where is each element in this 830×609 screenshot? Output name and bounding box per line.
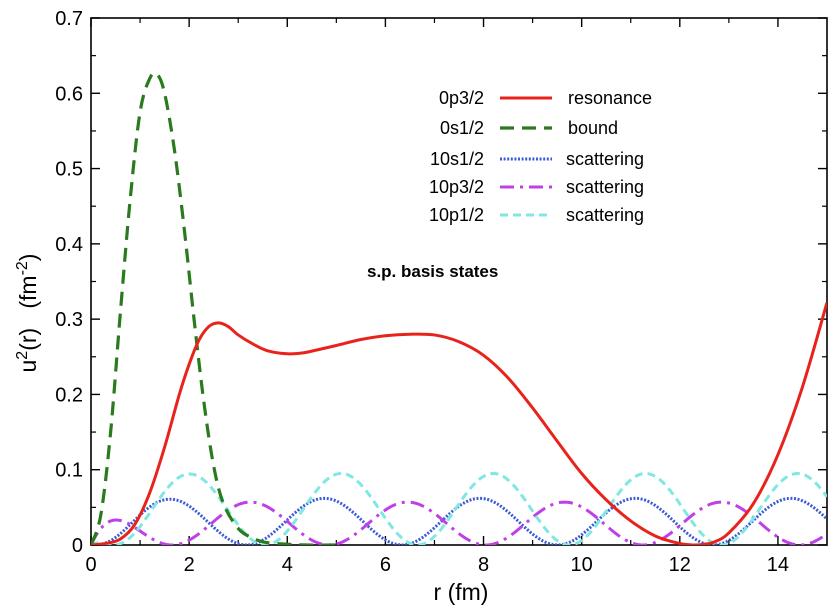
annotation-sp-basis-states: s.p. basis states xyxy=(367,262,498,281)
x-tick-label: 12 xyxy=(669,554,691,576)
legend-type-label: scattering xyxy=(566,205,644,225)
x-tick-label: 10 xyxy=(571,554,593,576)
y-tick-label: 0.4 xyxy=(55,234,83,256)
y-axis-label-u: u xyxy=(15,360,41,373)
y-tick-label: 0.7 xyxy=(55,8,83,30)
x-tick-label: 8 xyxy=(478,554,489,576)
series-line-10p3-2 xyxy=(91,500,827,545)
x-tick-label: 14 xyxy=(767,554,789,576)
legend-state-label: 10p3/2 xyxy=(429,177,484,197)
x-tick-label: 6 xyxy=(380,554,391,576)
legend-state-label: 10p1/2 xyxy=(429,205,484,225)
y-tick-label: 0.1 xyxy=(55,460,83,482)
x-tick-label: 2 xyxy=(184,554,195,576)
y-axis-label-mid: (r) (fm xyxy=(15,275,41,350)
legend-type-label: scattering xyxy=(566,177,644,197)
x-axis-label: r (fm) xyxy=(434,579,489,605)
legend-state-label: 0s1/2 xyxy=(440,118,484,138)
legend-type-label: scattering xyxy=(566,149,644,169)
legend-state-label: 10s1/2 xyxy=(430,149,484,169)
y-tick-label: 0.5 xyxy=(55,159,83,181)
y-axis-label-end: ) xyxy=(15,254,41,262)
legend-type-label: resonance xyxy=(568,88,652,108)
y-tick-label: 0.2 xyxy=(55,384,83,406)
y-axis-label: u2(r) (fm-2) xyxy=(14,254,41,373)
series-line-0s1-2 xyxy=(91,71,337,545)
series-line-0p3-2 xyxy=(91,302,827,545)
legend-state-label: 0p3/2 xyxy=(439,88,484,108)
y-axis-label-sup1: 2 xyxy=(14,351,31,360)
y-axis-label-sup2: -2 xyxy=(14,261,31,275)
y-tick-label: 0.6 xyxy=(55,83,83,105)
y-tick-label: 0 xyxy=(72,535,83,557)
tick-labels: 0 2 4 6 8 10 12 14 0 0.1 0.2 0.3 0.4 0.5 0.6 0.7 xyxy=(55,8,789,576)
legend: 0p3/2 resonance 0s1/2 bound 10s1/2 scattering… xyxy=(429,88,652,225)
y-tick-label: 0.3 xyxy=(55,309,83,331)
series-lines xyxy=(91,71,827,545)
series-line-10p1-2 xyxy=(91,471,827,545)
legend-type-label: bound xyxy=(568,118,618,138)
x-tick-label: 0 xyxy=(85,554,96,576)
x-tick-label: 4 xyxy=(282,554,293,576)
